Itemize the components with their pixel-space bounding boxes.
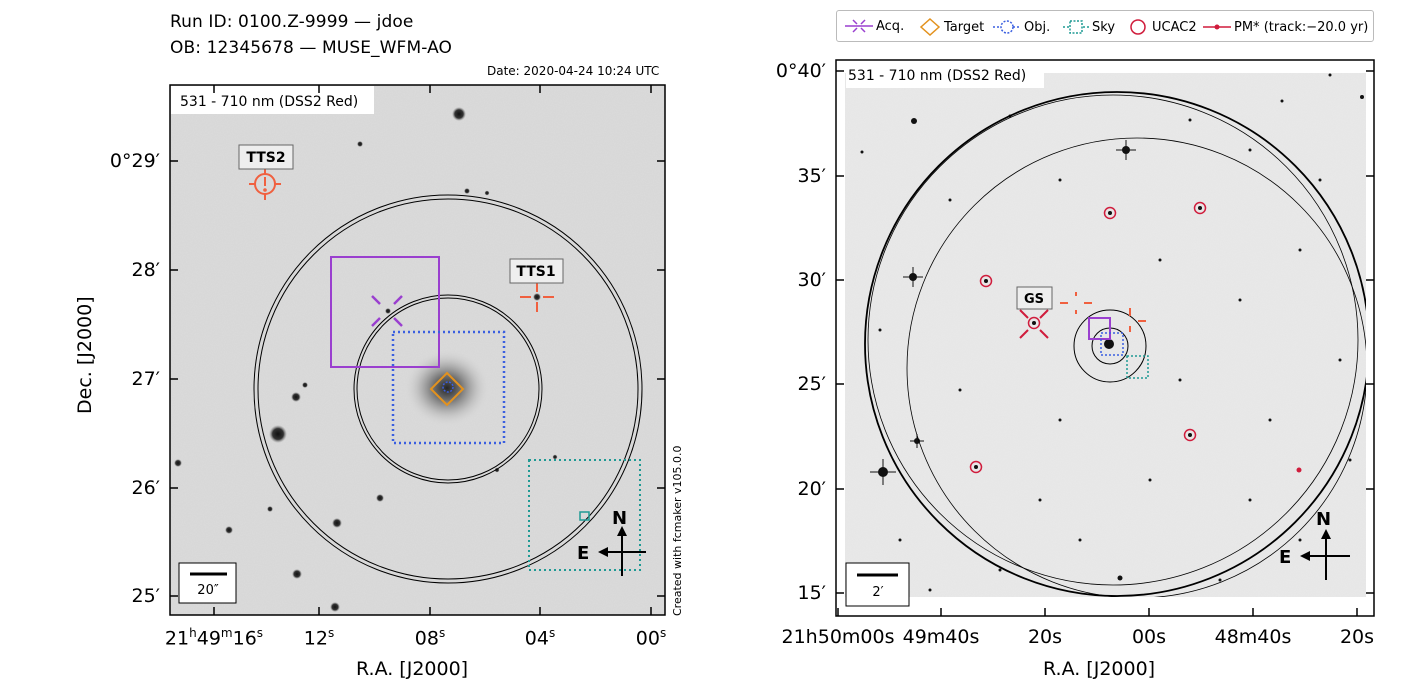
obj-box xyxy=(391,330,506,445)
tts2-label: TTS2 xyxy=(246,150,285,166)
right-ytick-0: 0°40′ xyxy=(775,60,826,82)
target-legend-icon xyxy=(919,18,941,36)
gs-marker xyxy=(1019,309,1049,339)
legend-acq: Acq. xyxy=(845,18,904,34)
right-ytick-2: 30′ xyxy=(797,269,827,291)
left-xtick-2: 08s xyxy=(414,626,446,650)
right-scale-bar: 2′ xyxy=(872,585,883,600)
right-ytick-1: 35′ xyxy=(797,165,827,187)
left-y-axis-label: Dec. [J2000] xyxy=(74,296,96,414)
date-label: Date: 2020-04-24 10:24 UTC xyxy=(487,64,660,78)
right-x-axis-label: R.A. [J2000] xyxy=(1043,658,1156,680)
left-band-label: 531 - 710 nm (DSS2 Red) xyxy=(180,94,358,110)
left-ytick-4: 25′ xyxy=(131,585,161,607)
legend-obj: Obj. xyxy=(993,18,1050,36)
right-ytick-3: 25′ xyxy=(797,373,827,395)
right-xtick-3: 00s xyxy=(1131,626,1167,648)
right-xtick-1: 49m40s xyxy=(902,626,980,648)
right-ytick-4: 20′ xyxy=(797,478,827,500)
legend-pm: PM* (track:−20.0 yr) xyxy=(1203,18,1368,36)
left-x-axis-label: R.A. [J2000] xyxy=(356,658,469,680)
left-xtick-0: 21h49m16s xyxy=(164,626,264,650)
tts1-marker xyxy=(520,283,554,312)
obj-legend-icon xyxy=(993,20,1021,34)
right-band-label: 531 - 710 nm (DSS2 Red) xyxy=(848,68,1026,84)
left-ytick-2: 27′ xyxy=(131,368,161,390)
acq-box xyxy=(330,256,440,368)
left-xtick-4: 00s xyxy=(635,626,667,650)
left-xtick-1: 12s xyxy=(303,626,335,650)
pm-legend-icon xyxy=(1203,24,1231,30)
acq-legend-icon xyxy=(845,19,873,33)
right-xtick-5: 20s xyxy=(1339,626,1375,648)
sky-box xyxy=(528,459,641,571)
legend-sky: Sky xyxy=(1063,18,1115,36)
left-xtick-3: 04s xyxy=(524,626,556,650)
target-marker xyxy=(429,371,465,407)
right-frame xyxy=(835,59,1375,617)
compass-n-left: N xyxy=(612,508,627,529)
legend-ucac2: UCAC2 xyxy=(1127,18,1197,36)
right-xtick-2: 20s xyxy=(1027,626,1063,648)
left-ytick-0: 0°29′ xyxy=(109,150,160,172)
right-stars xyxy=(860,73,1364,592)
compass-e-left: E xyxy=(577,543,589,564)
ob-line: OB: 12345678 — MUSE_WFM-AO xyxy=(170,38,452,58)
compass-n-right: N xyxy=(1316,509,1331,530)
sky-legend-icon xyxy=(1063,20,1089,34)
run-id-line: Run ID: 0100.Z-9999 — jdoe xyxy=(170,12,414,32)
credit-label: Created with fcmaker v105.0.0 xyxy=(671,445,684,617)
left-ticks xyxy=(170,85,665,615)
pm-marker xyxy=(1296,467,1302,473)
right-xtick-4: 48m40s xyxy=(1214,626,1292,648)
compass-e-right: E xyxy=(1279,547,1291,568)
acq-marker xyxy=(371,295,403,327)
ucac2-markers xyxy=(969,201,1207,474)
compass-right xyxy=(1300,529,1350,580)
left-scale-bar: 20″ xyxy=(197,583,219,598)
gs-label: GS xyxy=(1024,292,1044,307)
right-ytick-5: 15′ xyxy=(797,582,827,604)
left-frame xyxy=(169,84,666,616)
left-sky-image: TTS1 TTS2 N E 531 - 710 nm (DSS2 Red) 20… xyxy=(170,85,665,615)
compass-left xyxy=(598,526,646,576)
legend: Acq. Target Obj. Sky UCAC2 PM* (track:−2… xyxy=(836,10,1374,42)
tts1-label: TTS1 xyxy=(516,264,555,280)
right-sky-image: GS N E xyxy=(845,73,1366,597)
obj-marker xyxy=(442,381,454,393)
sky-marker xyxy=(579,511,590,521)
legend-target: Target xyxy=(919,18,984,36)
right-ticks xyxy=(836,70,1374,616)
left-ytick-1: 28′ xyxy=(131,259,161,281)
left-ytick-3: 26′ xyxy=(131,477,161,499)
right-tts-markers xyxy=(1060,292,1146,332)
ucac2-legend-icon xyxy=(1130,19,1146,35)
right-xtick-0: 21h50m00s xyxy=(781,626,895,648)
